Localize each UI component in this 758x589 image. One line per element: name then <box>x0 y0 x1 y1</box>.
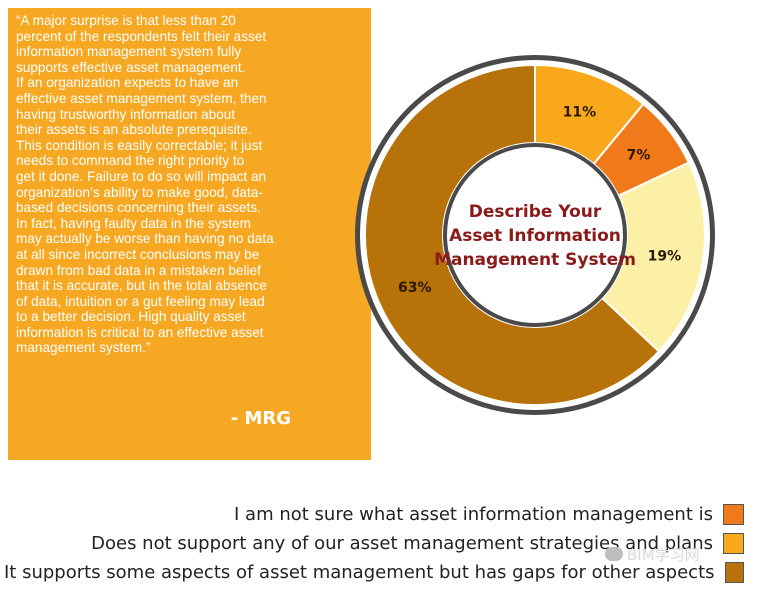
slice-label: 7% <box>627 148 651 164</box>
quote-line: to a better decision. High quality asset <box>16 309 246 325</box>
donut-slice-63 <box>364 63 661 406</box>
quote-line: get it done. Failure to do so will impac… <box>16 168 267 184</box>
quote-line: organization’s ability to make good, dat… <box>16 184 263 200</box>
chart-title-line: Management System <box>434 250 636 270</box>
quote-line: information is critical to an effective … <box>16 324 264 340</box>
watermark: BIM学习网 <box>605 542 700 566</box>
legend-label: Does not support any of our asset manage… <box>91 533 713 554</box>
quote-line: may actually be worse than having no dat… <box>16 231 274 247</box>
legend-item: Does not support any of our asset manage… <box>4 529 744 558</box>
chart-title-line: Describe Your <box>469 202 602 222</box>
legend-label: It supports some aspects of asset manage… <box>4 562 715 583</box>
quote-line: management system.” <box>16 340 151 356</box>
quote-line: having trustworthy information about <box>16 106 236 122</box>
quote-line: information management system fully <box>16 44 242 60</box>
donut-chart-svg: 11% 7% 19% 63% Describe Your Asset Informatio… <box>355 55 715 415</box>
legend-label: I am not sure what asset information man… <box>234 504 713 525</box>
chart-title-line: Asset Information <box>449 226 621 246</box>
slice-label: 11% <box>563 105 597 121</box>
quote-line: drawn from bad data in a mistaken belief <box>16 262 261 278</box>
slice-label: 19% <box>648 248 682 264</box>
quote-line: their assets is an absolute prerequisite… <box>16 122 252 138</box>
legend-item: It supports some aspects of asset manage… <box>4 558 744 587</box>
donut-chart: 11% 7% 19% 63% Describe Your Asset Informatio… <box>345 55 735 415</box>
quote-line: that it is accurate, but in the total ab… <box>16 278 267 294</box>
slice-label: 63% <box>398 280 432 296</box>
legend-item: I am not sure what asset information man… <box>4 500 744 529</box>
quote-author: - MRG <box>230 408 291 429</box>
legend-swatch <box>724 562 744 583</box>
quote-line: needs to command the right priority to <box>16 153 245 169</box>
quote-line: supports effective asset management. <box>16 59 246 75</box>
quote-line: based decisions concerning their assets. <box>16 200 261 216</box>
quote-text: “A major surprise is that less than 20 pe… <box>16 13 365 356</box>
chart-legend: I am not sure what asset information man… <box>4 500 744 587</box>
quote-line: In fact, having faulty data in the syste… <box>16 215 251 231</box>
legend-swatch <box>723 533 744 554</box>
quote-line: at all since incorrect conclusions may b… <box>16 246 260 262</box>
chat-bubble-icon <box>605 547 623 561</box>
quote-line: of data, intuition or a gut feeling may … <box>16 293 265 309</box>
watermark-text: BIM学习网 <box>627 545 700 564</box>
quote-line: If an organization expects to have an <box>16 75 239 91</box>
donut-center <box>443 143 627 327</box>
quote-line: “A major surprise is that less than 20 <box>16 13 236 28</box>
quote-line: This condition is easily correctable; it… <box>16 137 263 153</box>
quote-panel: “A major surprise is that less than 20 pe… <box>8 8 371 460</box>
quote-line: effective asset management system, then <box>16 90 267 106</box>
quote-line: percent of the respondents felt their as… <box>16 28 267 44</box>
legend-swatch <box>723 504 744 525</box>
